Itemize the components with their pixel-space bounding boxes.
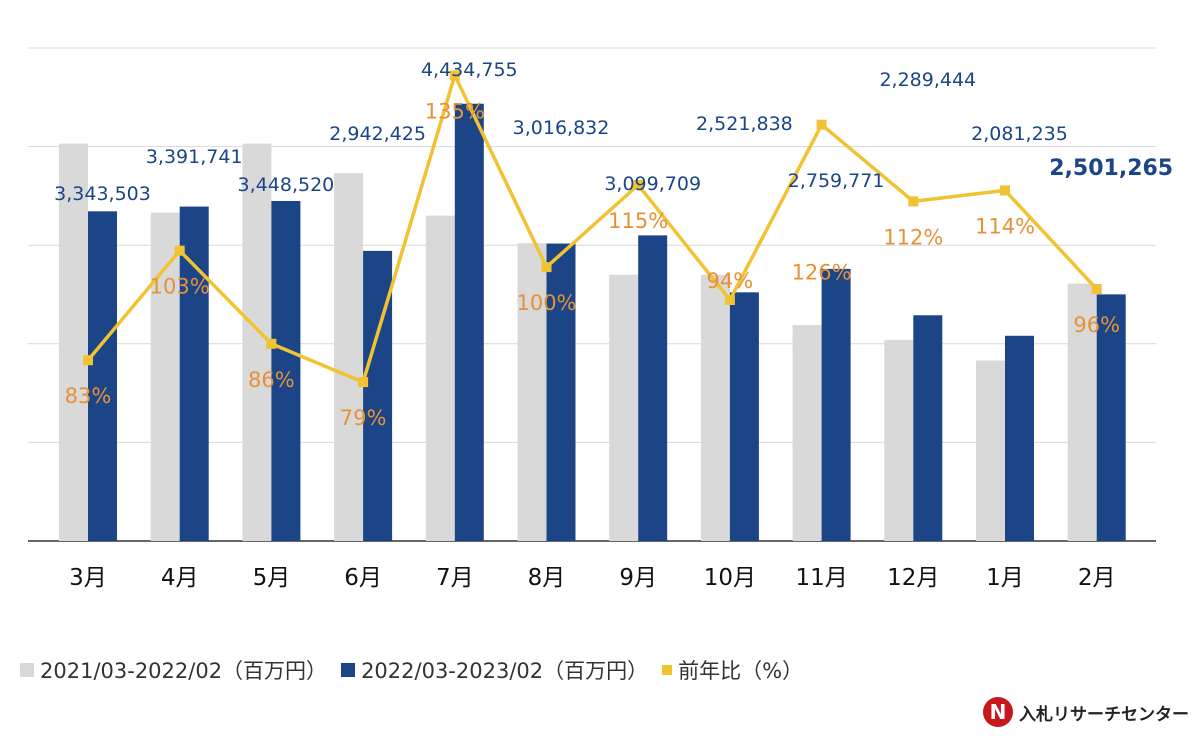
current-year-data-label: 2,521,838	[696, 113, 793, 135]
bar-current-year	[179, 206, 209, 541]
x-tick-label: 11月	[795, 565, 847, 591]
bar-current-year	[638, 235, 668, 541]
brand-logo-text: 入札リサーチセンター	[1019, 704, 1189, 725]
legend-label-current-year: 2022/03-2023/02（百万円）	[361, 659, 649, 683]
chart: 3月 4月 5月 6月 7月 8月 9月 10月 11月 12月 1月 2月 83% 103% 86% 79%…	[28, 47, 1173, 591]
legend-item-ratio: 前年比（%）	[662, 655, 803, 685]
bar-prev-year	[150, 212, 180, 542]
ratio-data-label: 115%	[608, 209, 668, 233]
bar-current-year	[1005, 335, 1034, 541]
bar-current-year	[271, 200, 301, 541]
legend-item-current-year: 2022/03-2023/02（百万円）	[341, 655, 648, 685]
ratio-point	[266, 338, 277, 349]
legend-label-ratio: 前年比（%）	[678, 659, 804, 683]
legend-swatch-prev-year	[20, 663, 34, 677]
ratio-data-label: 114%	[975, 214, 1035, 238]
ratio-point	[174, 245, 185, 256]
current-year-data-label: 4,434,755	[421, 59, 518, 81]
bar-prev-year	[609, 274, 639, 541]
bar-current-year	[821, 268, 851, 541]
bar-prev-year	[976, 360, 1005, 541]
current-year-data-label: 3,448,520	[238, 174, 335, 196]
brand-logo-icon: N	[983, 697, 1013, 727]
bar-current-year	[454, 103, 484, 541]
x-tick-label: 12月	[887, 565, 939, 591]
current-year-data-label: 2,942,425	[329, 123, 426, 145]
x-tick-label: 1月	[986, 565, 1024, 591]
bar-current-year	[546, 243, 576, 542]
x-tick-label: 6月	[344, 565, 382, 591]
x-tick-label: 4月	[161, 565, 199, 591]
ratio-data-label: 135%	[425, 99, 485, 123]
current-year-data-label: 2,501,265	[1049, 156, 1173, 181]
current-year-data-label: 2,289,444	[879, 69, 976, 91]
ratio-point	[908, 196, 919, 207]
ratio-data-label: 112%	[883, 225, 943, 249]
current-year-data-label: 2,759,771	[788, 170, 885, 192]
bar-current-year	[913, 315, 943, 541]
x-tick-label: 2月	[1078, 565, 1116, 591]
current-year-data-label: 3,391,741	[146, 146, 243, 168]
bar-current-year	[1096, 294, 1126, 541]
ratio-data-label: 79%	[340, 406, 387, 430]
x-tick-label: 7月	[436, 565, 474, 591]
bar-prev-year	[700, 274, 730, 541]
ratio-point	[1000, 185, 1010, 196]
ratio-point	[541, 262, 552, 273]
ratio-data-label: 103%	[150, 275, 210, 299]
legend-item-prev-year: 2021/03-2022/02（百万円）	[20, 655, 327, 685]
ratio-point	[724, 294, 735, 305]
bar-prev-year	[884, 339, 914, 541]
ratio-point	[358, 377, 369, 388]
x-tick-label: 5月	[253, 565, 291, 591]
ratio-data-label: 94%	[707, 269, 754, 293]
x-tick-label: 3月	[69, 565, 107, 591]
current-year-data-label: 2,081,235	[971, 123, 1068, 145]
ratio-data-label: 100%	[516, 291, 576, 315]
legend: 2021/03-2022/02（百万円） 2022/03-2023/02（百万円…	[20, 655, 817, 685]
ratio-data-label: 86%	[248, 368, 295, 392]
ratio-data-label: 126%	[792, 261, 852, 285]
ratio-point	[83, 355, 93, 366]
ratio-line	[86, 73, 1098, 384]
bar-current-year	[88, 211, 117, 541]
current-year-data-label: 3,099,709	[604, 173, 701, 195]
current-year-data-label: 3,016,832	[513, 117, 610, 139]
legend-swatch-current-year	[341, 663, 356, 677]
bar-prev-year	[334, 173, 364, 542]
bar-prev-year	[425, 215, 455, 541]
bar-current-year	[729, 292, 759, 541]
ratio-point	[633, 179, 644, 190]
x-tick-label: 9月	[619, 565, 657, 591]
legend-swatch-ratio	[662, 665, 673, 675]
bar-prev-year	[517, 243, 547, 541]
bar-prev-year	[59, 143, 88, 541]
bar-prev-year	[792, 325, 822, 541]
x-tick-label: 8月	[528, 565, 566, 591]
ratio-data-label: 96%	[1073, 313, 1120, 337]
legend-label-prev-year: 2021/03-2022/02（百万円）	[40, 659, 328, 683]
ratio-point	[816, 119, 827, 130]
brand-logo: N 入札リサーチセンター	[983, 697, 1189, 727]
ratio-point	[1091, 284, 1102, 295]
ratio-point	[449, 70, 460, 81]
x-tick-label: 10月	[704, 565, 756, 591]
current-year-data-label: 3,343,503	[54, 183, 151, 205]
bar-prev-year	[1067, 283, 1097, 541]
ratio-data-label: 83%	[65, 384, 112, 408]
